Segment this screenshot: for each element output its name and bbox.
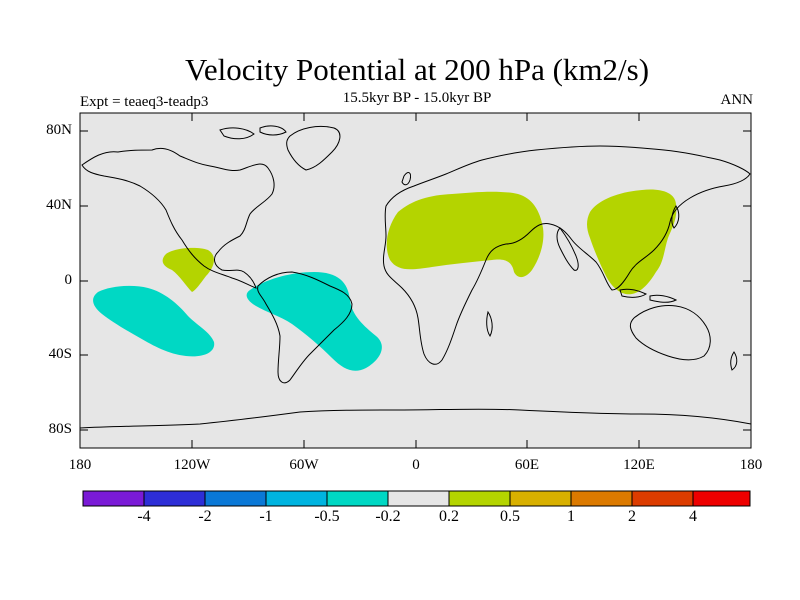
map-background: [80, 113, 751, 448]
new-zealand-outline: [730, 351, 738, 371]
y-label-80n: 80N: [46, 122, 72, 138]
colorbar-swatch: [265, 490, 328, 507]
land-outline: [79, 125, 752, 429]
x-label-180-right: 180: [739, 457, 763, 473]
colorbar: [82, 490, 751, 507]
colorbar-swatch: [326, 490, 389, 507]
y-label-0: 0: [64, 272, 73, 288]
colorbar-label: -0.5: [314, 508, 340, 525]
chart-title: Velocity Potential at 200 hPa (km2/s): [184, 52, 650, 87]
x-label-0: 0: [412, 457, 420, 473]
australia-outline: [629, 305, 711, 361]
south-america-outline: [257, 271, 353, 384]
colorbar-label: 0.5: [500, 508, 520, 525]
japan-outline: [671, 205, 680, 229]
season-label: ANN: [720, 92, 754, 108]
y-label-40s: 40S: [48, 346, 72, 362]
colorbar-swatch: [570, 490, 633, 507]
colorbar-label: -2: [198, 508, 212, 525]
colorbar-label: -4: [137, 508, 151, 525]
positive-north-africa-middle-east: [386, 191, 544, 278]
x-label-60w: 60W: [289, 457, 319, 473]
colorbar-swatch: [143, 490, 206, 507]
colorbar-swatch: [631, 490, 694, 507]
antarctica-outline: [79, 408, 752, 429]
eurasia-africa-outline: [382, 145, 751, 365]
uk-outline: [401, 172, 411, 186]
chart-subtitle: 15.5kyr BP - 15.0kyr BP: [342, 90, 492, 106]
colorbar-swatch: [82, 490, 145, 507]
axes: [79, 112, 752, 449]
positive-east-pacific: [162, 247, 214, 292]
negative-south-pacific: [93, 285, 215, 357]
colorbar-label: -1: [259, 508, 273, 525]
colorbar-label: -0.2: [375, 508, 401, 525]
india-outline: [556, 227, 579, 271]
greenland-outline: [286, 125, 341, 171]
colorbar-swatch: [692, 490, 751, 507]
colorbar-label: 2: [628, 508, 636, 525]
x-label-120e: 120E: [623, 457, 655, 473]
positive-east-asia: [587, 189, 677, 295]
colorbar-swatch: [448, 490, 511, 507]
colorbar-swatch: [204, 490, 267, 507]
arctic-islands-outline: [219, 125, 287, 140]
x-label-120w: 120W: [173, 457, 211, 473]
y-label-40n: 40N: [46, 197, 72, 213]
experiment-label: Expt = teaeq3-teadp3: [80, 94, 209, 110]
y-label-80s: 80S: [48, 421, 72, 437]
x-label-60e: 60E: [514, 457, 540, 473]
colorbar-swatch: [509, 490, 572, 507]
indonesia-outline: [619, 288, 678, 303]
colorbar-label: 1: [567, 508, 575, 525]
colorbar-label: 0.2: [439, 508, 459, 525]
north-america-outline: [81, 147, 275, 289]
madagascar-outline: [486, 310, 493, 337]
x-label-180-left: 180: [68, 457, 92, 473]
colorbar-swatch: [387, 490, 450, 507]
colorbar-label: 4: [689, 508, 697, 525]
